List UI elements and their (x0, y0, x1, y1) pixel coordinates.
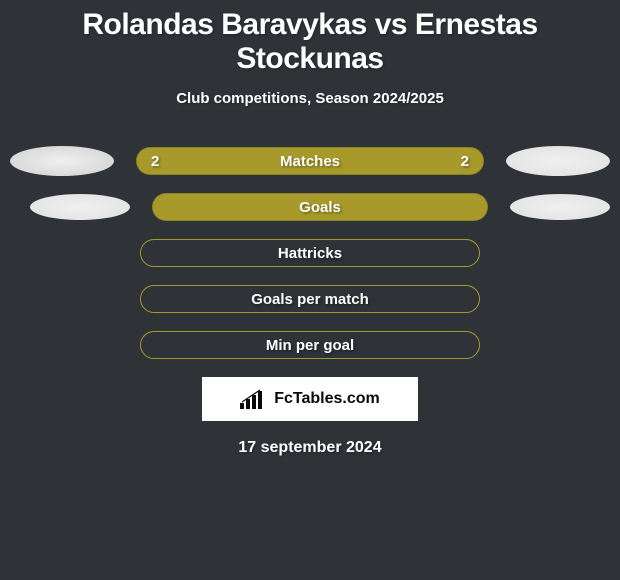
stat-bar: Min per goal (140, 331, 480, 359)
logo-box: FcTables.com (202, 377, 418, 421)
stat-bar: Hattricks (140, 239, 480, 267)
player-avatar-right (510, 194, 610, 220)
stat-label: Matches (280, 153, 340, 170)
player-avatar-left (30, 194, 130, 220)
comparison-container: Rolandas Baravykas vs Ernestas Stockunas… (0, 0, 620, 580)
stat-row: Min per goal (10, 331, 610, 359)
stat-label: Goals per match (251, 291, 369, 308)
stat-bar: Goals (152, 193, 488, 221)
stat-label: Hattricks (278, 245, 342, 262)
stat-row: Goals per match (10, 285, 610, 313)
logo-text: FcTables.com (274, 390, 380, 408)
page-title: Rolandas Baravykas vs Ernestas Stockunas (10, 8, 610, 76)
stat-row: 2 Matches 2 (10, 147, 610, 175)
subtitle: Club competitions, Season 2024/2025 (10, 90, 610, 107)
stat-row: Hattricks (10, 239, 610, 267)
player-avatar-left (10, 146, 114, 176)
stat-bar: 2 Matches 2 (136, 147, 484, 175)
stat-label: Goals (299, 199, 341, 216)
stat-rows: 2 Matches 2 Goals Hattricks Goals per match Mi… (10, 147, 610, 359)
stat-value-left: 2 (151, 153, 159, 170)
stat-label: Min per goal (266, 337, 354, 354)
player-avatar-right (506, 146, 610, 176)
stat-row: Goals (10, 193, 610, 221)
stat-bar: Goals per match (140, 285, 480, 313)
date-text: 17 september 2024 (10, 439, 610, 457)
stat-value-right: 2 (461, 153, 469, 170)
bars-icon (240, 389, 268, 409)
